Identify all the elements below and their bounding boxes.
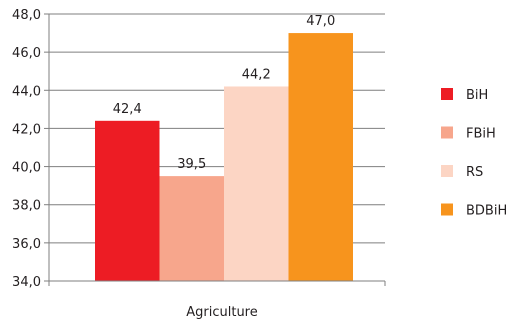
legend-swatch-bih bbox=[441, 88, 453, 100]
y-tick-label: 34,0 bbox=[12, 275, 41, 290]
data-label-bdbih: 47,0 bbox=[306, 14, 335, 29]
legend-swatch-rs bbox=[441, 165, 453, 177]
legend-swatch-fbih bbox=[441, 126, 453, 139]
x-axis-categories: Agriculture bbox=[186, 305, 258, 320]
y-tick-label: 42,0 bbox=[12, 122, 41, 137]
y-tick-label: 48,0 bbox=[12, 8, 41, 23]
y-tick-label: 40,0 bbox=[12, 161, 41, 176]
y-tick-label: 38,0 bbox=[12, 199, 41, 214]
y-tick-label: 36,0 bbox=[12, 237, 41, 252]
bar-bdbih bbox=[288, 33, 353, 282]
data-labels: 42,4 39,5 44,2 47,0 bbox=[113, 14, 335, 172]
y-tick-label: 46,0 bbox=[12, 46, 41, 61]
axes bbox=[48, 14, 386, 286]
bar-rs bbox=[224, 86, 289, 281]
legend-label-fbih: FBiH bbox=[466, 127, 496, 142]
y-axis-ticks: 34,0 36,0 38,0 40,0 42,0 44,0 46,0 48,0 bbox=[12, 8, 49, 290]
legend-label-bih: BiH bbox=[466, 88, 488, 103]
y-tick-label: 44,0 bbox=[12, 84, 41, 99]
bars bbox=[95, 33, 353, 282]
category-label: Agriculture bbox=[186, 305, 258, 320]
data-label-rs: 44,2 bbox=[242, 67, 271, 82]
legend-swatch-bdbih bbox=[441, 203, 453, 216]
bar-fbih bbox=[159, 176, 224, 281]
legend-label-bdbih: BDBiH bbox=[466, 204, 507, 219]
legend-label-rs: RS bbox=[466, 165, 483, 180]
data-label-fbih: 39,5 bbox=[177, 157, 206, 172]
data-label-bih: 42,4 bbox=[113, 102, 142, 117]
bar-bih bbox=[95, 120, 160, 281]
legend: BiH FBiH RS BDBiH bbox=[441, 88, 507, 219]
